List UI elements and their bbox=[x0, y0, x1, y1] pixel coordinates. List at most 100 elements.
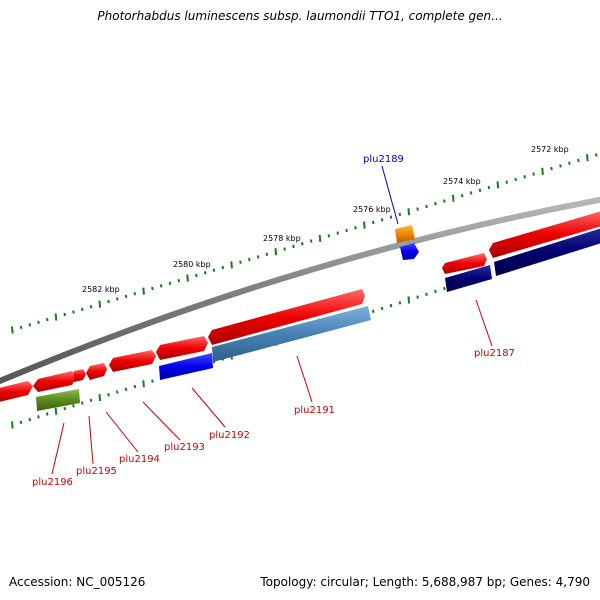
label-plu2196[interactable]: plu2196 bbox=[32, 477, 73, 488]
inner-tick-49 bbox=[443, 286, 446, 291]
gene-plu2191-forward[interactable] bbox=[208, 289, 365, 345]
outer-tick-5 bbox=[54, 313, 58, 321]
outer-tick-28 bbox=[256, 255, 260, 259]
outer-tick-38 bbox=[345, 228, 348, 233]
label-plu2191[interactable]: plu2191 bbox=[294, 405, 335, 416]
leader-plu2193 bbox=[142, 401, 181, 441]
outer-tick-2 bbox=[28, 323, 32, 327]
gene-plu2192-forward[interactable] bbox=[156, 336, 208, 360]
outer-tick-18 bbox=[168, 281, 172, 285]
outer-tick-13 bbox=[124, 294, 128, 299]
leader-plu2195 bbox=[88, 415, 94, 465]
scale-label-2572: 2572 kbp bbox=[531, 145, 569, 154]
gene-plu2196-forward[interactable] bbox=[0, 381, 33, 403]
outer-tick-63 bbox=[568, 161, 571, 165]
inner-tick-9 bbox=[89, 398, 93, 403]
outer-tick-52 bbox=[469, 191, 473, 195]
outer-tick-39 bbox=[354, 226, 357, 230]
inner-tick-7 bbox=[72, 404, 75, 408]
gene-plu2196-reverse[interactable] bbox=[36, 389, 80, 411]
gene-plu2193-forward[interactable] bbox=[109, 350, 156, 372]
outer-tick-58 bbox=[523, 175, 526, 179]
scale-label-2578: 2578 kbp bbox=[263, 234, 301, 243]
outer-tick-34 bbox=[309, 239, 313, 243]
label-plu2187[interactable]: plu2187 bbox=[474, 348, 515, 359]
outer-tick-54 bbox=[487, 185, 491, 190]
gene-plu2187-reverse[interactable] bbox=[494, 227, 600, 276]
outer-scale-ticks bbox=[11, 153, 598, 334]
gene-plu2189-blue[interactable] bbox=[400, 243, 419, 260]
outer-tick-29 bbox=[265, 252, 269, 257]
outer-tick-30 bbox=[274, 248, 278, 256]
outer-tick-53 bbox=[478, 188, 482, 192]
inner-tick-2 bbox=[28, 417, 32, 422]
inner-tick-0 bbox=[11, 421, 14, 429]
inner-tick-42 bbox=[380, 306, 384, 311]
scale-label-2574: 2574 kbp bbox=[443, 177, 481, 186]
gene-small-forward[interactable] bbox=[74, 369, 86, 382]
outer-tick-24 bbox=[221, 265, 225, 270]
outer-tick-42 bbox=[380, 218, 384, 222]
outer-tick-8 bbox=[80, 307, 84, 312]
reverse-strand-genes bbox=[36, 227, 600, 411]
label-leader-lines bbox=[51, 165, 493, 475]
outer-tick-19 bbox=[177, 278, 181, 283]
leader-plu2191 bbox=[296, 355, 313, 403]
gene-plu2188-reverse[interactable] bbox=[445, 265, 492, 292]
scale-label-2576: 2576 kbp bbox=[353, 205, 391, 214]
outer-tick-40 bbox=[363, 221, 366, 229]
outer-tick-48 bbox=[434, 202, 437, 206]
outer-tick-44 bbox=[398, 212, 402, 217]
outer-tick-11 bbox=[107, 299, 110, 304]
scale-label-2580: 2580 kbp bbox=[173, 260, 211, 269]
outer-tick-65 bbox=[586, 154, 589, 162]
label-plu2195[interactable]: plu2195 bbox=[76, 466, 117, 477]
outer-tick-7 bbox=[72, 310, 75, 314]
label-plu2194[interactable]: plu2194 bbox=[119, 454, 160, 465]
label-plu2192[interactable]: plu2192 bbox=[209, 430, 250, 441]
outer-tick-1 bbox=[19, 325, 23, 330]
inner-tick-11 bbox=[107, 393, 110, 397]
outer-tick-66 bbox=[595, 153, 598, 157]
outer-tick-14 bbox=[133, 292, 137, 296]
outer-tick-61 bbox=[550, 166, 553, 171]
outer-tick-47 bbox=[425, 204, 428, 209]
map-title: Photorhabdus luminescens subsp. laumondi… bbox=[97, 9, 503, 23]
label-plu2193[interactable]: plu2193 bbox=[164, 442, 205, 453]
genome-summary-text: Topology: circular; Length: 5,688,987 bp… bbox=[260, 575, 590, 589]
outer-tick-15 bbox=[142, 287, 145, 295]
outer-tick-17 bbox=[159, 284, 163, 288]
outer-tick-33 bbox=[301, 242, 304, 246]
inner-tick-16 bbox=[151, 379, 154, 383]
outer-tick-16 bbox=[151, 286, 154, 291]
gene-plu2195-forward[interactable] bbox=[33, 371, 77, 392]
outer-tick-25 bbox=[230, 261, 233, 269]
leader-plu2194 bbox=[105, 411, 139, 453]
outer-tick-3 bbox=[37, 320, 40, 324]
inner-tick-6 bbox=[63, 406, 67, 411]
outer-tick-55 bbox=[496, 181, 500, 189]
outer-tick-62 bbox=[559, 164, 562, 168]
gene-plu2191-reverse[interactable] bbox=[212, 306, 371, 362]
inner-tick-44 bbox=[398, 301, 402, 305]
forward-strand-genes bbox=[0, 210, 600, 403]
leader-plu2196 bbox=[51, 422, 65, 475]
gene-plu2188-forward[interactable] bbox=[442, 253, 487, 274]
gene-plu2189-orange[interactable] bbox=[395, 225, 415, 243]
gene-plu2192-reverse[interactable] bbox=[159, 353, 213, 380]
gene-plu2194-forward[interactable] bbox=[86, 363, 107, 380]
outer-tick-49 bbox=[443, 199, 446, 203]
inner-tick-46 bbox=[416, 295, 419, 299]
inner-tick-1 bbox=[19, 420, 23, 424]
leader-plu2187 bbox=[475, 299, 493, 347]
inner-tick-12 bbox=[116, 390, 119, 394]
outer-tick-9 bbox=[89, 305, 93, 309]
inner-tick-15 bbox=[142, 380, 145, 388]
outer-tick-10 bbox=[98, 300, 102, 308]
leader-plu2189 bbox=[381, 165, 399, 225]
label-plu2189[interactable]: plu2189 bbox=[363, 154, 404, 165]
gene-plu2187-forward[interactable] bbox=[489, 210, 600, 258]
outer-tick-6 bbox=[63, 312, 67, 317]
outer-tick-56 bbox=[505, 180, 509, 184]
